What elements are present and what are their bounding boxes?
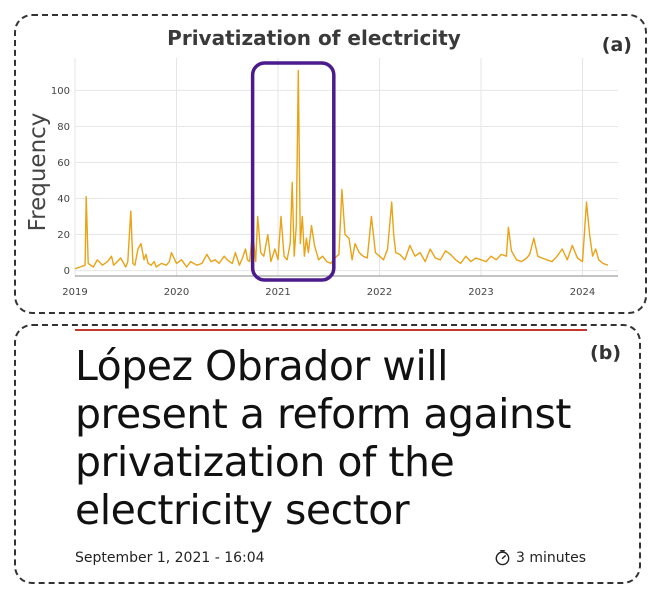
y-tick-label: 20 [57,230,70,241]
y-tick-label: 40 [57,194,70,205]
headline-rule [75,329,587,331]
highlight-box [250,61,336,282]
frequency-series-line [74,69,609,270]
read-time: 3 minutes [494,549,586,566]
panel-a: (a) [14,14,647,314]
x-tick-label: 2021 [265,287,290,298]
x-tick-label: 2024 [570,287,595,298]
timer-icon [495,549,510,566]
x-tick-label: 2022 [367,287,392,298]
x-tick-label: 2023 [468,287,493,298]
y-axis-label: Frequency [25,113,51,232]
panel-a-tag: (a) [601,34,632,56]
y-tick-label: 80 [57,122,70,133]
panel-b-tag: (b) [590,342,621,364]
y-tick-label: 60 [57,158,70,169]
grid-layer [74,58,618,276]
article-headline: López Obrador will present a reform agai… [75,342,571,534]
series-layer [74,69,609,270]
x-tick-label: 2019 [62,287,87,298]
frequency-chart: Privatization of electricity Frequency 0… [25,26,618,298]
article-date: September 1, 2021 - 16:04 [75,550,265,566]
read-time-label: 3 minutes [516,549,587,566]
axis-layer: 0 20 40 60 80 100 2019 2020 2021 2022 2023 2024 [51,86,618,298]
chart-title: Privatization of electricity [167,26,461,50]
highlight-layer [250,61,336,282]
x-tick-label: 2020 [164,287,189,298]
y-tick-label: 0 [64,266,70,277]
panel-b: (b) [14,324,641,584]
y-tick-label: 100 [51,86,70,97]
